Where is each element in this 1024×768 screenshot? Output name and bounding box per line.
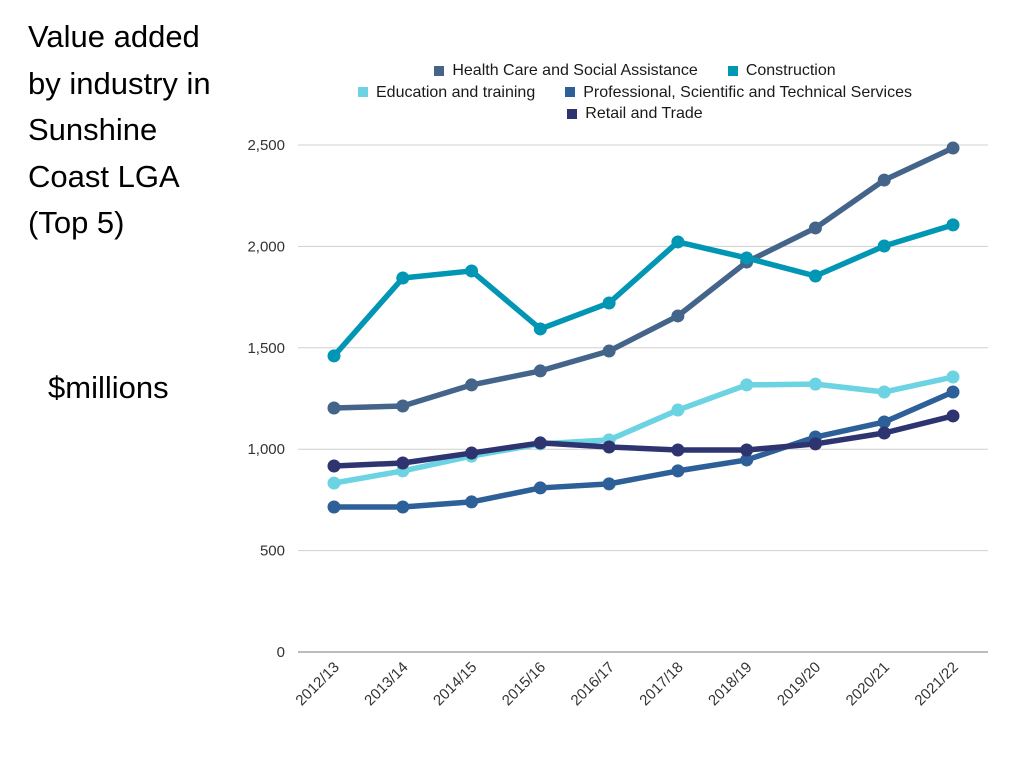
- data-point: [946, 370, 960, 384]
- series-line: [331, 145, 956, 411]
- series-group: [327, 141, 960, 415]
- data-point: [327, 459, 341, 473]
- data-point: [877, 385, 891, 399]
- legend-swatch: [434, 65, 445, 76]
- legend-item-construction: Construction: [727, 60, 836, 82]
- x-tick-label: 2015/16: [499, 659, 549, 709]
- data-point: [465, 495, 479, 509]
- data-point: [533, 322, 547, 336]
- data-point: [808, 269, 822, 283]
- data-point: [327, 476, 341, 490]
- series-group: [327, 370, 960, 490]
- series-group: [327, 409, 960, 473]
- data-point: [465, 378, 479, 392]
- data-point: [877, 239, 891, 253]
- x-tick-label: 2012/13: [292, 659, 342, 709]
- legend-swatch: [567, 108, 578, 119]
- legend-label: Education and training: [376, 83, 536, 101]
- x-tick-label: 2014/15: [430, 659, 480, 709]
- legend-label: Construction: [745, 62, 836, 79]
- data-point: [877, 173, 891, 187]
- series: [327, 141, 960, 514]
- y-axis-units-label: $millions: [48, 370, 169, 405]
- y-tick-label: 500: [260, 543, 285, 560]
- data-point: [808, 221, 822, 235]
- data-point: [671, 309, 685, 323]
- legend-label: Health Care and Social Assistance: [452, 62, 698, 79]
- data-point: [877, 426, 891, 440]
- y-tick-label: 2,000: [247, 238, 285, 255]
- legend-label: Professional, Scientific and Technical S…: [583, 83, 912, 101]
- data-point: [671, 403, 685, 417]
- data-point: [327, 500, 341, 514]
- series-group: [327, 218, 960, 363]
- data-point: [396, 399, 410, 413]
- legend-label: Retail and Trade: [585, 105, 703, 122]
- y-tick-label: 0: [277, 644, 285, 661]
- legend-swatch: [565, 87, 576, 98]
- data-point: [533, 481, 547, 495]
- series-line: [331, 389, 956, 510]
- data-point: [327, 349, 341, 363]
- data-point: [396, 500, 410, 514]
- y-tick-label: 2,500: [247, 137, 285, 154]
- data-point: [808, 437, 822, 451]
- x-tick-label: 2019/20: [774, 659, 824, 709]
- data-point: [396, 456, 410, 470]
- data-point: [946, 385, 960, 399]
- data-point: [740, 251, 754, 265]
- legend-item-education: Education and training: [358, 82, 535, 104]
- y-tick-label: 1,000: [247, 441, 285, 458]
- data-point: [671, 443, 685, 457]
- data-point: [671, 235, 685, 249]
- data-point: [602, 477, 616, 491]
- x-tick-label: 2018/19: [705, 659, 755, 709]
- data-point: [946, 141, 960, 155]
- chart-title: Value added by industry in Sunshine Coas…: [28, 19, 211, 240]
- data-point: [740, 453, 754, 467]
- data-point: [327, 401, 341, 415]
- legend-item-health-care: Health Care and Social Assistance: [434, 60, 698, 82]
- y-tick-label: 1,500: [247, 340, 285, 357]
- data-point: [671, 464, 685, 478]
- data-point: [533, 436, 547, 450]
- x-tick-label: 2013/14: [361, 659, 411, 709]
- legend: Health Care and Social Assistance Constr…: [290, 60, 980, 125]
- data-point: [465, 264, 479, 278]
- series-line: [331, 374, 956, 486]
- x-tick-label: 2020/21: [843, 659, 893, 709]
- legend-swatch: [727, 65, 738, 76]
- legend-item-retail: Retail and Trade: [567, 103, 703, 125]
- legend-item-professional: Professional, Scientific and Technical S…: [565, 82, 912, 104]
- data-point: [602, 440, 616, 454]
- data-point: [946, 409, 960, 423]
- data-point: [396, 271, 410, 285]
- data-point: [740, 378, 754, 392]
- x-tick-label: 2016/17: [568, 659, 618, 709]
- data-point: [465, 446, 479, 460]
- x-axis: 2012/13 2013/14 2014/15 2015/16 2016/17 2017/…: [292, 659, 961, 709]
- x-tick-label: 2017/18: [636, 659, 686, 709]
- y-axis: 0 500 1,000 1,500 2,000 2,500: [247, 137, 285, 661]
- data-point: [740, 443, 754, 457]
- data-point: [877, 415, 891, 429]
- legend-swatch: [358, 87, 368, 98]
- series-line: [331, 222, 956, 359]
- data-point: [808, 377, 822, 391]
- data-point: [602, 344, 616, 358]
- data-point: [946, 218, 960, 232]
- x-tick-label: 2021/22: [911, 659, 961, 709]
- data-point: [533, 364, 547, 378]
- data-point: [602, 296, 616, 310]
- series-line: [331, 413, 956, 469]
